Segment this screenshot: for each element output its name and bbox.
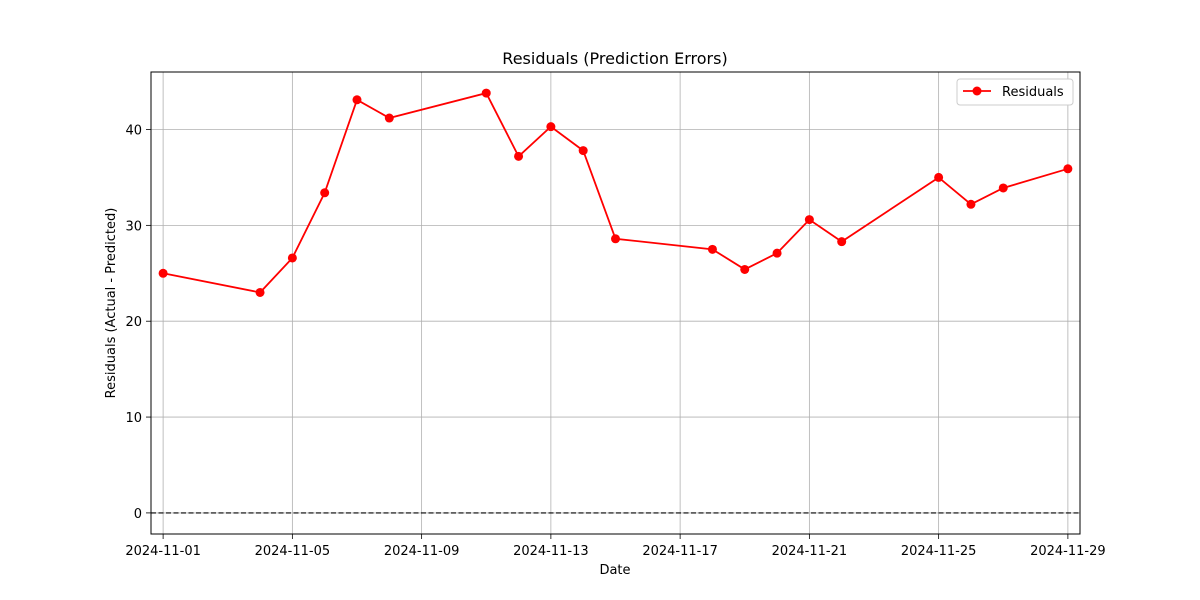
legend-box <box>956 78 1074 106</box>
x-axis-label: Date <box>599 563 630 578</box>
data-point-8 <box>546 122 556 132</box>
data-point-0 <box>158 268 168 278</box>
residuals-markers <box>158 88 1073 297</box>
data-point-1 <box>255 287 265 297</box>
x-tick-label-4: 2024-11-17 <box>642 544 718 559</box>
y-tick-label-3: 30 <box>125 219 142 234</box>
y-axis: 0 10 20 30 40 <box>125 124 151 522</box>
legend: Residuals <box>956 78 1074 106</box>
data-point-6 <box>481 88 491 98</box>
data-point-17 <box>966 199 976 209</box>
residuals-series-line <box>162 92 1069 294</box>
data-point-19 <box>1063 164 1073 174</box>
x-tick-label-6: 2024-11-25 <box>901 544 977 559</box>
y-tick-label-0: 0 <box>134 507 142 522</box>
x-axis: 2024-11-01 2024-11-05 2024-11-09 2024-11-13… <box>125 534 1106 559</box>
data-point-5 <box>384 113 394 123</box>
x-tick-label-1: 2024-11-05 <box>255 544 331 559</box>
y-tick-label-4: 40 <box>125 124 142 139</box>
x-tick-label-0: 2024-11-01 <box>125 544 201 559</box>
y-tick-label-2: 20 <box>125 315 142 330</box>
data-point-12 <box>740 264 750 274</box>
x-tick-label-3: 2024-11-13 <box>513 544 589 559</box>
data-point-3 <box>320 188 330 198</box>
data-point-18 <box>998 183 1008 193</box>
x-tick-label-2: 2024-11-09 <box>384 544 460 559</box>
plot-frame <box>150 71 1081 535</box>
data-point-9 <box>578 146 588 156</box>
data-point-10 <box>611 234 620 244</box>
data-point-7 <box>514 151 524 161</box>
chart-title: Residuals (Prediction Errors) <box>502 49 727 68</box>
data-point-4 <box>352 95 362 105</box>
x-tick-label-5: 2024-11-21 <box>772 544 848 559</box>
data-point-2 <box>287 253 297 263</box>
y-axis-label: Residuals (Actual - Predicted) <box>104 208 119 399</box>
data-point-11 <box>707 244 717 254</box>
y-tick-label-1: 10 <box>125 411 142 426</box>
data-point-16 <box>934 172 944 182</box>
legend-marker-swatch <box>972 86 982 96</box>
data-point-14 <box>804 215 814 225</box>
data-point-13 <box>772 248 782 258</box>
grid-lines <box>151 72 1080 534</box>
legend-label-residuals: Residuals <box>1002 85 1064 100</box>
x-tick-label-7: 2024-11-29 <box>1030 544 1106 559</box>
data-point-15 <box>837 237 847 247</box>
